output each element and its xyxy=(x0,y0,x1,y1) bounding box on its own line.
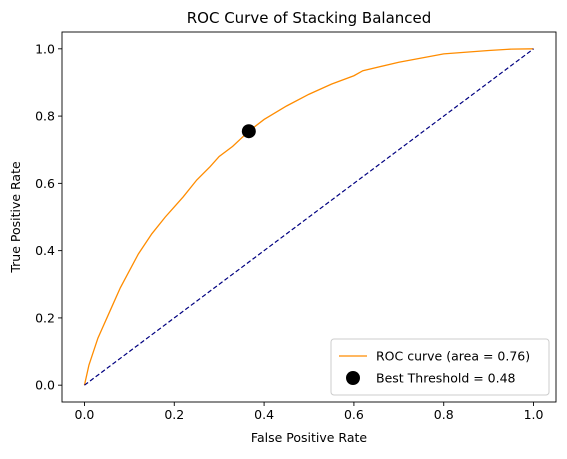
y-axis-ticks: 0.0 0.2 0.4 0.6 0.8 1.0 xyxy=(35,41,62,393)
legend-threshold-label: Best Threshold = 0.48 xyxy=(376,371,516,386)
x-axis-label: False Positive Rate xyxy=(251,430,367,445)
legend-box xyxy=(330,338,550,396)
roc-curve-line xyxy=(83,48,534,386)
x-axis-ticks: 0.0 0.2 0.4 0.6 0.8 1.0 xyxy=(75,402,544,422)
plot-area xyxy=(61,31,557,403)
y-tick-label: 1.0 xyxy=(35,41,55,56)
x-tick-label: 0.6 xyxy=(344,407,364,422)
x-tick-label: 1.0 xyxy=(524,407,544,422)
legend: ROC curve (area = 0.76) Best Threshold = … xyxy=(330,338,550,396)
legend-roc-label: ROC curve (area = 0.76) xyxy=(376,349,530,364)
x-tick-label: 0.0 xyxy=(75,407,95,422)
chart-title: ROC Curve of Stacking Balanced xyxy=(187,9,432,27)
x-tick-label: 0.8 xyxy=(434,407,454,422)
y-tick-label: 0.4 xyxy=(35,243,55,258)
y-tick-label: 0.0 xyxy=(35,378,55,393)
y-tick-label: 0.6 xyxy=(35,176,55,191)
y-tick-label: 0.2 xyxy=(35,310,55,325)
x-tick-label: 0.4 xyxy=(254,407,274,422)
y-tick-label: 0.8 xyxy=(35,109,55,124)
legend-threshold-swatch xyxy=(346,371,360,385)
y-axis-label: True Positive Rate xyxy=(8,161,23,274)
x-tick-label: 0.2 xyxy=(164,407,184,422)
axes-frame xyxy=(61,31,557,403)
diagonal-reference-line xyxy=(84,48,534,386)
best-threshold-marker xyxy=(241,124,256,139)
